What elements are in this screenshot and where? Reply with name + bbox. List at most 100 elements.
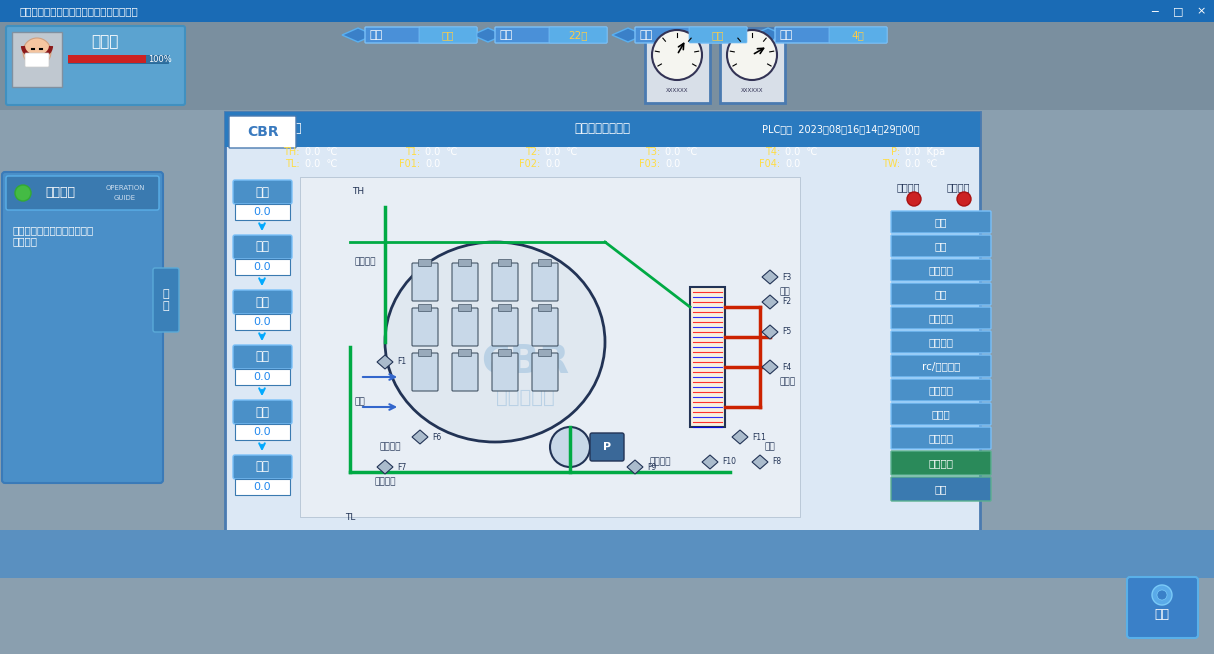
- Text: 灭菌参数: 灭菌参数: [929, 385, 953, 395]
- Text: 0.0: 0.0: [254, 482, 271, 492]
- Polygon shape: [732, 430, 748, 444]
- FancyBboxPatch shape: [0, 0, 1214, 22]
- FancyBboxPatch shape: [419, 260, 431, 266]
- Polygon shape: [751, 455, 768, 469]
- Text: 后门状态: 后门状态: [947, 182, 970, 192]
- Circle shape: [727, 30, 777, 80]
- FancyBboxPatch shape: [236, 204, 290, 220]
- FancyBboxPatch shape: [225, 112, 980, 532]
- Text: 0.0: 0.0: [254, 207, 271, 217]
- Polygon shape: [342, 28, 374, 42]
- Text: 0.0  Kpa: 0.0 Kpa: [904, 147, 946, 157]
- Polygon shape: [762, 270, 778, 284]
- FancyBboxPatch shape: [229, 116, 296, 148]
- Text: 0.0  ℃: 0.0 ℃: [305, 147, 337, 157]
- Text: TL:: TL:: [285, 159, 300, 169]
- Text: 设置: 设置: [1155, 608, 1169, 621]
- Text: 当前用户：管理员: 当前用户：管理员: [574, 122, 630, 135]
- Polygon shape: [762, 295, 778, 309]
- Text: P:: P:: [891, 147, 900, 157]
- Text: ×: ×: [1196, 6, 1206, 16]
- FancyBboxPatch shape: [365, 27, 477, 43]
- Circle shape: [15, 185, 32, 201]
- FancyBboxPatch shape: [233, 235, 293, 259]
- FancyBboxPatch shape: [532, 263, 558, 301]
- Text: rc/控制方式: rc/控制方式: [921, 361, 960, 371]
- Text: 冷却水: 冷却水: [781, 377, 796, 387]
- Text: 操作指引: 操作指引: [45, 186, 75, 199]
- FancyBboxPatch shape: [153, 268, 178, 332]
- Text: 0.0: 0.0: [254, 317, 271, 327]
- FancyBboxPatch shape: [492, 263, 518, 301]
- FancyBboxPatch shape: [412, 308, 438, 346]
- FancyBboxPatch shape: [12, 32, 62, 87]
- Text: 疏水: 疏水: [765, 443, 776, 451]
- FancyBboxPatch shape: [412, 353, 438, 391]
- Text: CBR: CBR: [481, 343, 569, 381]
- FancyBboxPatch shape: [891, 211, 991, 233]
- FancyBboxPatch shape: [492, 353, 518, 391]
- Text: XXXXXX: XXXXXX: [741, 88, 764, 92]
- Circle shape: [1157, 590, 1167, 600]
- Circle shape: [652, 30, 702, 80]
- Text: 升温: 升温: [255, 241, 270, 254]
- Circle shape: [550, 427, 590, 467]
- Circle shape: [23, 38, 51, 66]
- Polygon shape: [412, 430, 429, 444]
- Text: F03:: F03:: [639, 159, 660, 169]
- Text: 4级: 4级: [851, 31, 864, 41]
- Polygon shape: [612, 28, 643, 42]
- Text: 0.0: 0.0: [785, 159, 800, 169]
- Text: 报警确认: 报警确认: [929, 265, 953, 275]
- Text: T2:: T2:: [524, 147, 540, 157]
- Text: 0.0  ℃: 0.0 ℃: [785, 147, 817, 157]
- Text: F5: F5: [782, 328, 792, 337]
- FancyBboxPatch shape: [891, 403, 991, 425]
- Text: F8: F8: [772, 458, 781, 466]
- Text: F11: F11: [751, 432, 766, 441]
- Text: F04:: F04:: [759, 159, 781, 169]
- FancyBboxPatch shape: [6, 176, 159, 210]
- FancyBboxPatch shape: [891, 477, 991, 501]
- FancyBboxPatch shape: [690, 287, 725, 427]
- Text: 蒸汽: 蒸汽: [781, 288, 790, 296]
- Text: 灭菌: 灭菌: [255, 296, 270, 309]
- FancyBboxPatch shape: [452, 263, 478, 301]
- Text: 操作员: 操作员: [91, 35, 119, 50]
- FancyBboxPatch shape: [891, 307, 991, 329]
- Polygon shape: [702, 455, 717, 469]
- Text: 0.0: 0.0: [254, 427, 271, 437]
- Text: 水浴灭菌柜: 水浴灭菌柜: [265, 122, 302, 135]
- Text: 排循环水: 排循环水: [375, 477, 397, 487]
- Text: XXXXXX: XXXXXX: [665, 88, 688, 92]
- Text: 晴朗: 晴朗: [442, 31, 454, 41]
- FancyBboxPatch shape: [635, 27, 747, 43]
- Text: 欧倍尔软件: 欧倍尔软件: [495, 388, 555, 407]
- FancyBboxPatch shape: [225, 112, 980, 147]
- Text: T4:: T4:: [765, 147, 781, 157]
- Polygon shape: [751, 28, 784, 42]
- FancyBboxPatch shape: [459, 260, 471, 266]
- FancyBboxPatch shape: [499, 305, 511, 311]
- FancyBboxPatch shape: [891, 379, 991, 401]
- FancyBboxPatch shape: [412, 263, 438, 301]
- FancyBboxPatch shape: [532, 308, 558, 346]
- Polygon shape: [378, 460, 393, 474]
- Circle shape: [907, 192, 921, 206]
- FancyBboxPatch shape: [0, 530, 1214, 578]
- Text: P: P: [603, 442, 611, 452]
- FancyBboxPatch shape: [891, 259, 991, 281]
- Text: ─: ─: [1152, 6, 1158, 16]
- Text: F1: F1: [397, 358, 407, 366]
- Text: 0.0: 0.0: [254, 262, 271, 272]
- FancyBboxPatch shape: [492, 308, 518, 346]
- FancyBboxPatch shape: [459, 305, 471, 311]
- Text: TH: TH: [352, 188, 364, 196]
- Text: F7: F7: [397, 462, 407, 472]
- FancyBboxPatch shape: [891, 283, 991, 305]
- Text: 压缩空气: 压缩空气: [354, 258, 376, 266]
- Text: 风力: 风力: [781, 31, 793, 41]
- FancyBboxPatch shape: [300, 177, 800, 517]
- Text: T1:: T1:: [404, 147, 420, 157]
- Ellipse shape: [385, 242, 605, 442]
